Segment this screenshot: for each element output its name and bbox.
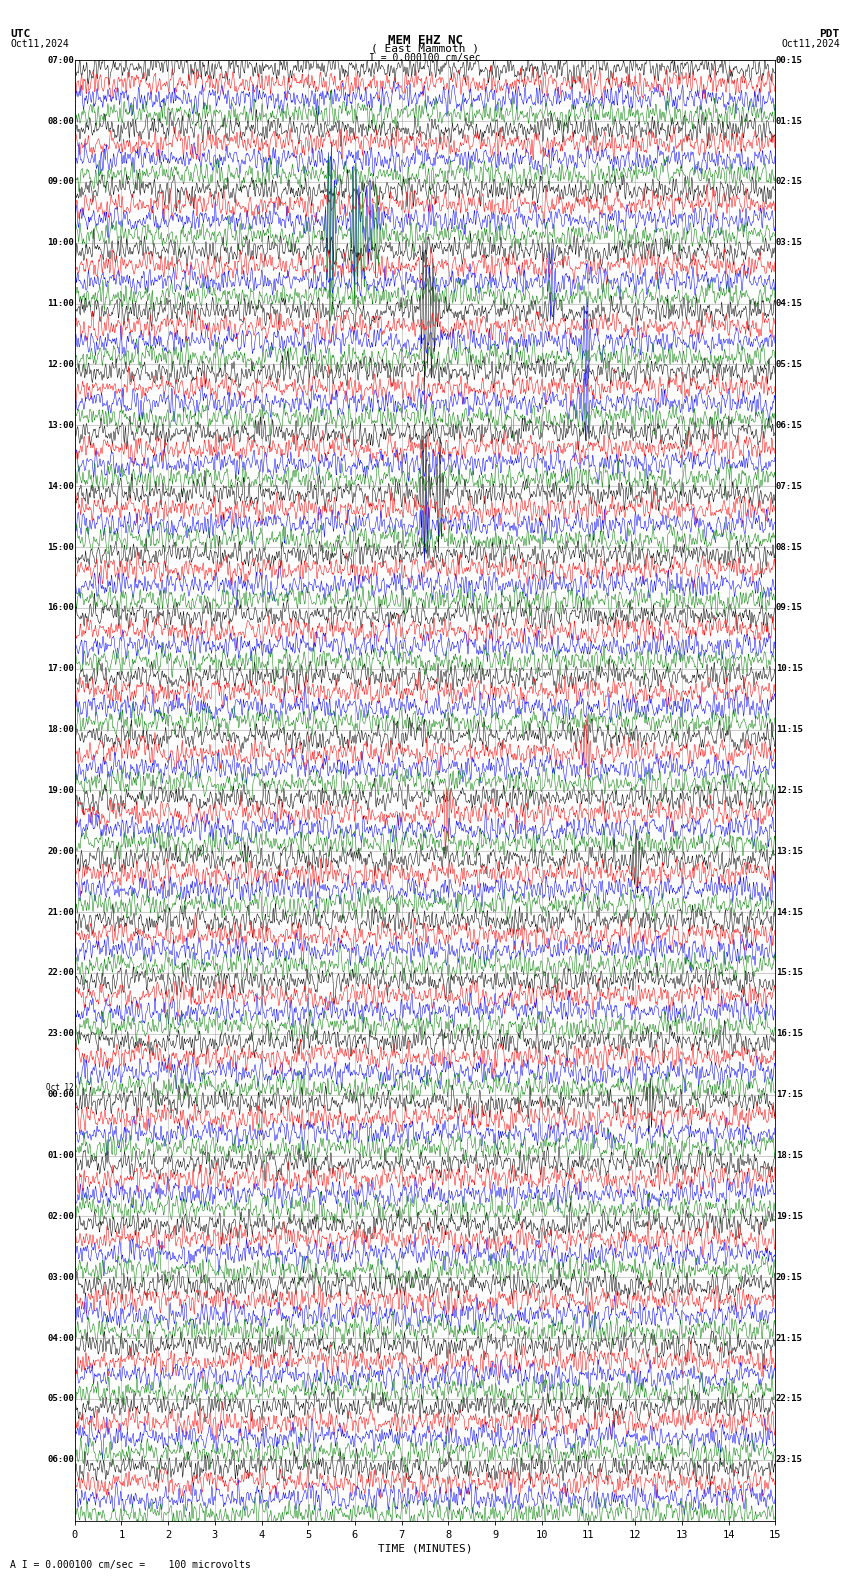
Text: Oct 12: Oct 12 bbox=[47, 1082, 74, 1091]
Text: 05:15: 05:15 bbox=[776, 360, 802, 369]
Text: 08:15: 08:15 bbox=[776, 542, 802, 551]
Text: 14:00: 14:00 bbox=[48, 482, 74, 491]
Text: 01:15: 01:15 bbox=[776, 117, 802, 125]
Text: 20:00: 20:00 bbox=[48, 847, 74, 855]
Text: 12:15: 12:15 bbox=[776, 786, 802, 795]
Text: 05:00: 05:00 bbox=[48, 1394, 74, 1403]
Text: 19:15: 19:15 bbox=[776, 1212, 802, 1221]
Text: ( East Mammoth ): ( East Mammoth ) bbox=[371, 43, 479, 54]
Text: 13:00: 13:00 bbox=[48, 421, 74, 429]
Text: 00:15: 00:15 bbox=[776, 55, 802, 65]
Text: 22:15: 22:15 bbox=[776, 1394, 802, 1403]
Text: 21:15: 21:15 bbox=[776, 1334, 802, 1343]
Text: 13:15: 13:15 bbox=[776, 847, 802, 855]
Text: MEM EHZ NC: MEM EHZ NC bbox=[388, 33, 462, 48]
Text: 03:15: 03:15 bbox=[776, 238, 802, 247]
Text: 11:00: 11:00 bbox=[48, 299, 74, 309]
Text: 03:00: 03:00 bbox=[48, 1272, 74, 1281]
Text: 02:00: 02:00 bbox=[48, 1212, 74, 1221]
Text: Oct11,2024: Oct11,2024 bbox=[10, 38, 69, 49]
Text: Oct11,2024: Oct11,2024 bbox=[781, 38, 840, 49]
Text: 09:15: 09:15 bbox=[776, 604, 802, 613]
Text: 04:15: 04:15 bbox=[776, 299, 802, 309]
Text: 11:15: 11:15 bbox=[776, 725, 802, 733]
Text: 22:00: 22:00 bbox=[48, 968, 74, 977]
Text: UTC: UTC bbox=[10, 29, 31, 38]
Text: 06:00: 06:00 bbox=[48, 1456, 74, 1464]
Text: 12:00: 12:00 bbox=[48, 360, 74, 369]
Text: 04:00: 04:00 bbox=[48, 1334, 74, 1343]
Text: A I = 0.000100 cm/sec =    100 microvolts: A I = 0.000100 cm/sec = 100 microvolts bbox=[10, 1560, 251, 1570]
Text: 10:15: 10:15 bbox=[776, 664, 802, 673]
Text: I = 0.000100 cm/sec: I = 0.000100 cm/sec bbox=[369, 52, 481, 63]
Text: 16:00: 16:00 bbox=[48, 604, 74, 613]
Text: 21:00: 21:00 bbox=[48, 908, 74, 917]
Text: 16:15: 16:15 bbox=[776, 1030, 802, 1039]
Text: 23:15: 23:15 bbox=[776, 1456, 802, 1464]
Text: 15:15: 15:15 bbox=[776, 968, 802, 977]
Text: 08:00: 08:00 bbox=[48, 117, 74, 125]
Text: 17:15: 17:15 bbox=[776, 1090, 802, 1099]
X-axis label: TIME (MINUTES): TIME (MINUTES) bbox=[377, 1544, 473, 1554]
Text: 07:00: 07:00 bbox=[48, 55, 74, 65]
Text: 19:00: 19:00 bbox=[48, 786, 74, 795]
Text: 09:00: 09:00 bbox=[48, 177, 74, 187]
Text: 17:00: 17:00 bbox=[48, 664, 74, 673]
Text: 10:00: 10:00 bbox=[48, 238, 74, 247]
Text: 20:15: 20:15 bbox=[776, 1272, 802, 1281]
Text: 07:15: 07:15 bbox=[776, 482, 802, 491]
Text: 23:00: 23:00 bbox=[48, 1030, 74, 1039]
Text: 18:15: 18:15 bbox=[776, 1152, 802, 1159]
Text: PDT: PDT bbox=[819, 29, 840, 38]
Text: 02:15: 02:15 bbox=[776, 177, 802, 187]
Text: 06:15: 06:15 bbox=[776, 421, 802, 429]
Text: 15:00: 15:00 bbox=[48, 542, 74, 551]
Text: 14:15: 14:15 bbox=[776, 908, 802, 917]
Text: 00:00: 00:00 bbox=[48, 1090, 74, 1099]
Text: 18:00: 18:00 bbox=[48, 725, 74, 733]
Text: 01:00: 01:00 bbox=[48, 1152, 74, 1159]
